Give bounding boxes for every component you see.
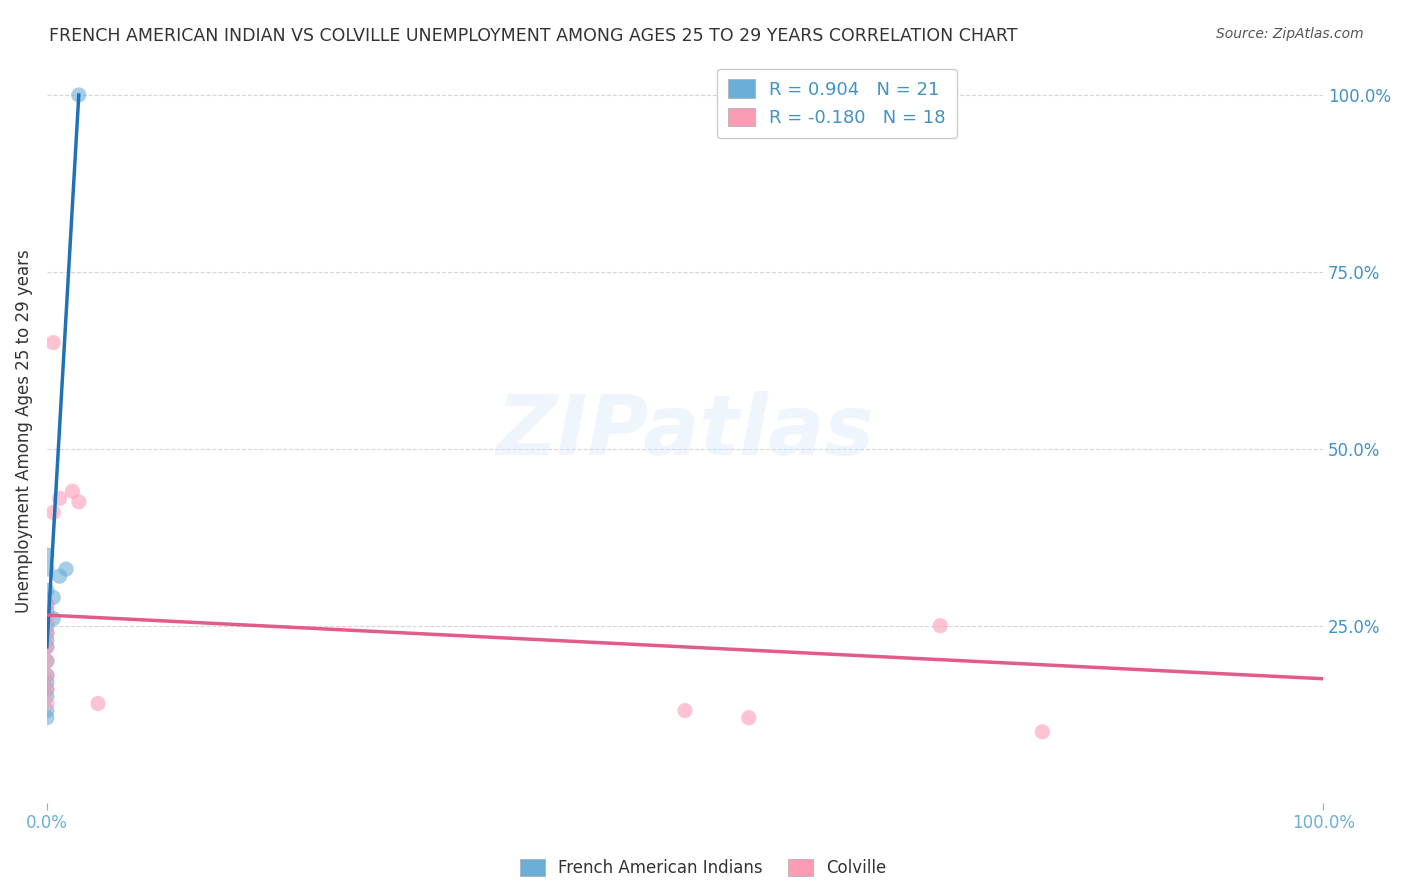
Point: [35, 625, 58, 640]
Point: [48, 491, 70, 506]
Point: [42, 591, 65, 605]
Point: [35, 640, 58, 654]
Point: [35, 598, 58, 612]
Point: [35, 548, 58, 562]
Point: [42, 506, 65, 520]
Point: [67, 87, 90, 102]
Point: [35, 605, 58, 619]
Point: [35, 711, 58, 725]
Text: FRENCH AMERICAN INDIAN VS COLVILLE UNEMPLOYMENT AMONG AGES 25 TO 29 YEARS CORREL: FRENCH AMERICAN INDIAN VS COLVILLE UNEMP…: [49, 27, 1018, 45]
Point: [35, 598, 58, 612]
Point: [55, 562, 77, 576]
Point: [35, 682, 58, 697]
Point: [673, 704, 696, 718]
Point: [35, 668, 58, 682]
Point: [48, 569, 70, 583]
Point: [42, 335, 65, 350]
Point: [87, 697, 110, 711]
Point: [67, 495, 90, 509]
Legend: French American Indians, Colville: French American Indians, Colville: [513, 852, 893, 884]
Point: [35, 612, 58, 626]
Text: ZIPatlas: ZIPatlas: [496, 391, 875, 472]
Point: [35, 625, 58, 640]
Point: [35, 640, 58, 654]
Point: [929, 618, 952, 632]
Point: [35, 675, 58, 690]
Legend: R = 0.904   N = 21, R = -0.180   N = 18: R = 0.904 N = 21, R = -0.180 N = 18: [717, 69, 956, 138]
Point: [35, 682, 58, 697]
Point: [62, 484, 84, 499]
Point: [35, 654, 58, 668]
Point: [35, 697, 58, 711]
Point: [35, 632, 58, 647]
Point: [35, 618, 58, 632]
Point: [1031, 724, 1053, 739]
Point: [35, 562, 58, 576]
Y-axis label: Unemployment Among Ages 25 to 29 years: Unemployment Among Ages 25 to 29 years: [15, 249, 32, 613]
Point: [42, 612, 65, 626]
Point: [35, 690, 58, 704]
Point: [35, 583, 58, 598]
Text: Source: ZipAtlas.com: Source: ZipAtlas.com: [1216, 27, 1364, 41]
Point: [35, 704, 58, 718]
Point: [35, 654, 58, 668]
Point: [35, 668, 58, 682]
Point: [738, 711, 761, 725]
